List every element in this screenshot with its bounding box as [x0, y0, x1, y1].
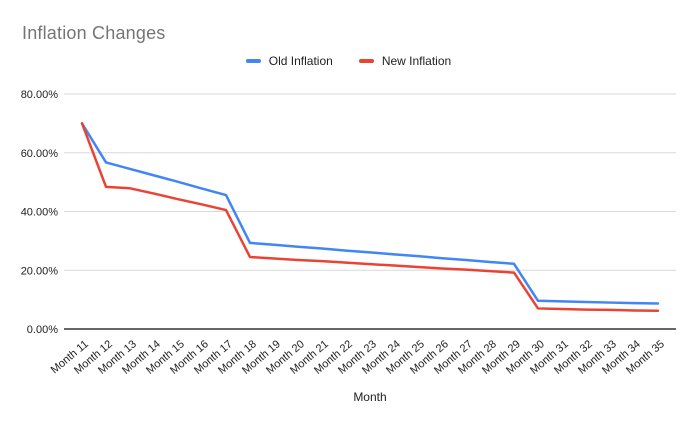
chart-title: Inflation Changes — [22, 23, 166, 43]
legend: Old Inflation New Inflation — [0, 54, 697, 68]
y-tick-label: 60.00% — [21, 148, 59, 160]
x-axis-title: Month — [353, 390, 386, 404]
series-line-new-inflation — [80, 122, 660, 313]
legend-swatch-new-inflation — [358, 58, 374, 64]
legend-label-old-inflation: Old Inflation — [268, 54, 333, 68]
y-tick-label: 0.00% — [27, 324, 58, 336]
legend-item-new-inflation[interactable]: New Inflation — [358, 54, 452, 68]
legend-item-old-inflation[interactable]: Old Inflation — [245, 54, 333, 68]
y-tick-label: 40.00% — [21, 207, 59, 219]
series-line-old-inflation — [80, 122, 660, 305]
y-tick-label: 80.00% — [21, 89, 59, 101]
legend-label-new-inflation: New Inflation — [381, 54, 452, 68]
legend-swatch-old-inflation — [245, 58, 261, 64]
y-tick-label: 20.00% — [21, 265, 59, 277]
